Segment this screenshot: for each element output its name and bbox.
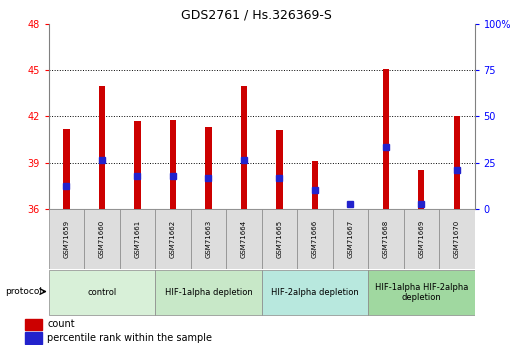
Bar (262, 270, 368, 315)
Bar (120, 209, 155, 269)
Bar (312, 161, 318, 209)
Text: GSM71664: GSM71664 (241, 220, 247, 258)
Text: GSM71660: GSM71660 (99, 220, 105, 258)
Bar (453, 117, 460, 209)
Bar (134, 121, 141, 209)
Bar (155, 209, 191, 269)
Text: GSM71661: GSM71661 (134, 220, 141, 258)
Text: GSM71662: GSM71662 (170, 220, 176, 258)
Bar (63, 129, 70, 209)
Bar (262, 209, 297, 269)
Bar (332, 209, 368, 269)
Bar (25, 332, 42, 344)
Text: GSM71668: GSM71668 (383, 220, 389, 258)
Text: HIF-1alpha HIF-2alpha
depletion: HIF-1alpha HIF-2alpha depletion (374, 283, 468, 302)
Text: GSM71669: GSM71669 (418, 220, 424, 258)
Bar (226, 209, 262, 269)
Bar (84, 209, 120, 269)
Text: GSM71665: GSM71665 (277, 220, 282, 258)
Bar (155, 270, 262, 315)
Bar (368, 209, 404, 269)
Text: GSM71666: GSM71666 (312, 220, 318, 258)
Bar (241, 86, 247, 209)
Bar (276, 130, 283, 209)
Text: HIF-1alpha depletion: HIF-1alpha depletion (165, 288, 252, 297)
Bar (99, 86, 105, 209)
Text: GSM71659: GSM71659 (64, 220, 69, 258)
Text: protocol: protocol (5, 287, 42, 296)
Text: HIF-2alpha depletion: HIF-2alpha depletion (271, 288, 359, 297)
Text: GDS2761 / Hs.326369-S: GDS2761 / Hs.326369-S (181, 9, 332, 22)
Bar (418, 170, 424, 209)
Text: GSM71663: GSM71663 (205, 220, 211, 258)
Bar (170, 119, 176, 209)
Text: GSM71670: GSM71670 (454, 220, 460, 258)
Bar (368, 270, 475, 315)
Text: percentile rank within the sample: percentile rank within the sample (47, 333, 212, 343)
Bar (383, 69, 389, 209)
Bar (297, 209, 332, 269)
Text: control: control (87, 288, 116, 297)
Bar (191, 209, 226, 269)
Bar (49, 270, 155, 315)
Bar (404, 209, 439, 269)
Text: count: count (47, 319, 75, 329)
Text: GSM71667: GSM71667 (347, 220, 353, 258)
Bar (439, 209, 475, 269)
Bar (25, 319, 42, 330)
Bar (205, 127, 211, 209)
Bar (49, 209, 84, 269)
